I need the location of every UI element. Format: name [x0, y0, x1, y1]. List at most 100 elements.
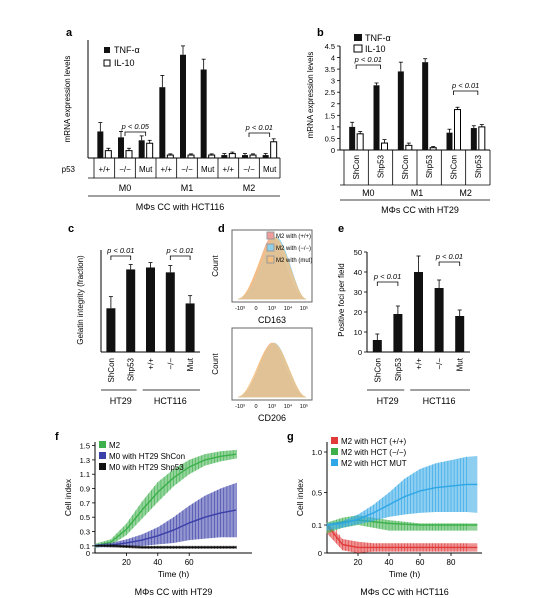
panel-e-xcat: +/+ — [415, 358, 424, 370]
panel-a-xcat: Mut — [139, 165, 153, 174]
panel-e-xcat: ShCon — [373, 358, 382, 382]
panel-f-ylabel: Cell index — [63, 478, 73, 516]
panel-d-ylabel: Count — [211, 255, 220, 277]
panel-d-xticklabel: 0 — [254, 404, 257, 410]
panel-e-yticklabel: 40 — [354, 268, 362, 277]
panel-e-bar — [434, 288, 444, 352]
panel-a-group: M2 — [243, 183, 256, 193]
panel-e-yticklabel: 50 — [354, 248, 362, 257]
panel-d-xticklabel: 10⁵ — [300, 403, 308, 410]
panel-b-letter: b — [317, 27, 324, 39]
panel-a-bar-il10 — [125, 150, 133, 159]
panel-g-ylabel: Cell index — [295, 478, 305, 516]
panel-a-ylabel: mRNA expression levels — [63, 56, 72, 143]
panel-c-bracket2 — [169, 255, 191, 260]
panel-e-bracket2-label: p < 0.01 — [435, 252, 463, 261]
panel-a-bar-tnf — [138, 140, 145, 158]
panel-a-bar-tnf — [97, 131, 104, 158]
panel-a-bar-tnf — [180, 54, 186, 158]
panel-d-legend: M2 with (−/−) — [276, 246, 311, 252]
panel-g-yticklabel: 0 — [318, 549, 322, 558]
panel-b-yticklabel: 0.5 — [325, 134, 335, 143]
panel-e-xcat: −/− — [435, 358, 444, 370]
panel-e-bracket1 — [376, 281, 399, 286]
panel-a-bar-tnf — [159, 87, 166, 158]
panel-d-legend-swatch — [266, 231, 275, 240]
panel-b-bar-tnf — [373, 85, 380, 150]
panel-e-bar — [372, 340, 382, 352]
panel-b-legend-tnf: TNF-α — [365, 33, 391, 43]
panel-f-series-line — [94, 453, 237, 547]
panel-a-bracket1-label: p < 0.05 — [121, 122, 150, 131]
panel-c-grouplabel: HT29 — [110, 396, 132, 406]
panel-b-bar-il10 — [381, 142, 388, 151]
panel-b-yticklabel: 3.5 — [325, 65, 335, 74]
panel-a-legend-swatch-il10 — [103, 59, 111, 67]
panel-e-xcat: Mut — [456, 357, 465, 371]
panel-b-bracket2 — [453, 90, 479, 95]
panel-e-grouplabel: HT29 — [377, 396, 399, 406]
panel-c-xcat: Mut — [186, 357, 195, 371]
panel-b-bar-tnf — [422, 62, 429, 150]
panel-b-xcat: ShCon — [352, 155, 361, 179]
panel-a-xcat: +/+ — [223, 165, 235, 174]
panel-b-bar-tnf — [349, 126, 356, 150]
panel-a-caption: MΦs CC with HCT116 — [136, 202, 225, 212]
panel-f-caption: MΦs CC with HT29 — [135, 587, 213, 597]
panel-g-yticklabel: 1.0 — [312, 448, 322, 457]
panel-a-bar-il10 — [270, 141, 278, 159]
panel-d-xticklabel: 0 — [254, 306, 257, 312]
panel-e-bracket2 — [438, 261, 461, 266]
panel-b-yticklabel: 4 — [331, 54, 335, 63]
panel-e-grouplabel: HCT116 — [423, 396, 456, 406]
panel-d-legend: M2 with (mut) — [276, 258, 312, 264]
panel-a-bracket1 — [124, 131, 147, 136]
panel-b-yticklabel: 4.5 — [325, 42, 335, 51]
panel-a-bar-il10 — [187, 154, 195, 159]
panel-b-xcat: Shp53 — [425, 154, 434, 178]
panel-e-xcat: Shp53 — [394, 357, 403, 381]
panel-f-letter: f — [55, 431, 59, 443]
panel-b-yticklabel: 0 — [331, 146, 335, 155]
panel-a-xcat: Mut — [263, 165, 277, 174]
panel-a-bracket2 — [248, 132, 271, 137]
panel-b-yticklabel: 3 — [331, 77, 335, 86]
panel-e-letter: e — [338, 223, 344, 235]
panel-c-xcat: ShCon — [107, 358, 116, 382]
panel-a-xcat: Mut — [201, 165, 215, 174]
panel-a-xcat: +/+ — [99, 165, 111, 174]
panel-f-xticklabel: 60 — [185, 558, 194, 567]
panel-d-letter: d — [218, 223, 225, 235]
panel-b-bar-il10 — [405, 144, 413, 151]
panel-d-xticklabel: 10⁵ — [300, 305, 308, 312]
panel-b-legend-il10: IL-10 — [365, 44, 386, 54]
panel-d-xticklabel: 10³ — [268, 404, 276, 410]
panel-c-bar — [146, 267, 155, 352]
panel-a-bar-il10 — [228, 153, 236, 159]
panel-a-letter: a — [66, 27, 73, 39]
panel-a-bar-tnf — [242, 155, 248, 158]
panel-b-ylabel: mRNA expression levels — [306, 52, 315, 139]
panel-f-legend-swatch — [99, 463, 106, 470]
panel-c-bracket1 — [110, 255, 132, 260]
panel-g-xticklabel: 20 — [354, 558, 363, 567]
panel-g-legend-swatch — [331, 448, 338, 455]
panel-b-bracket2-label: p < 0.01 — [451, 81, 479, 90]
panel-e-bar — [455, 316, 465, 352]
panel-b-bar-il10 — [454, 109, 461, 151]
panel-b-bracket1-label: p < 0.01 — [354, 55, 382, 64]
panel-f-xticklabel: 40 — [153, 558, 162, 567]
panel-f-yticklabel: 0.1 — [80, 542, 90, 551]
panel-d-xticklabel: 10⁴ — [284, 305, 293, 312]
panel-g-errband — [327, 456, 478, 531]
panel-f-xticklabel: 20 — [122, 558, 131, 567]
panel-a-bar-il10 — [208, 154, 216, 159]
panel-e-bracket1-label: p < 0.01 — [373, 272, 401, 281]
panel-d-legend: M2 with (+/+) — [276, 234, 311, 240]
panel-c-bar — [165, 272, 175, 352]
panel-b-bracket1 — [355, 64, 381, 69]
panel-d-xticklabel: -10³ — [235, 306, 245, 312]
panel-a-legend-tnf: TNF-α — [114, 45, 140, 55]
panel-f-legend: M0 with HT29 ShCon — [109, 452, 185, 461]
panel-c-xcat: +/+ — [147, 358, 156, 370]
